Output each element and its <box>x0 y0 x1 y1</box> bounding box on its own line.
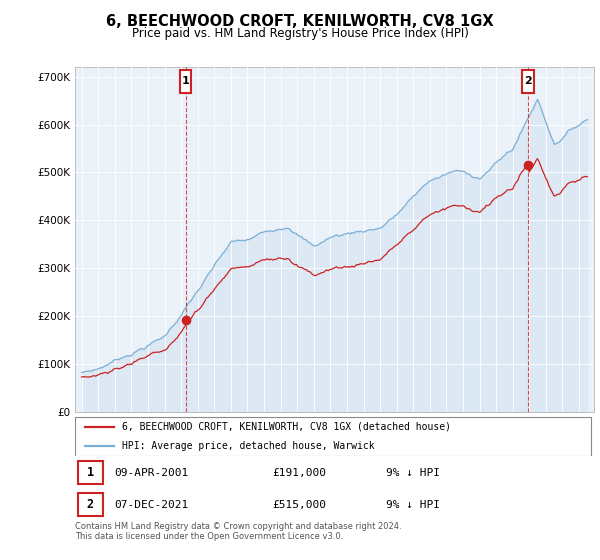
Text: 09-APR-2001: 09-APR-2001 <box>114 468 188 478</box>
Text: 6, BEECHWOOD CROFT, KENILWORTH, CV8 1GX (detached house): 6, BEECHWOOD CROFT, KENILWORTH, CV8 1GX … <box>122 422 451 432</box>
Text: 2: 2 <box>524 76 532 86</box>
Text: 9% ↓ HPI: 9% ↓ HPI <box>386 500 440 510</box>
Text: 2: 2 <box>86 498 94 511</box>
FancyBboxPatch shape <box>75 417 592 456</box>
Text: £191,000: £191,000 <box>272 468 326 478</box>
Text: 1: 1 <box>182 76 190 86</box>
FancyBboxPatch shape <box>77 461 103 484</box>
Text: 9% ↓ HPI: 9% ↓ HPI <box>386 468 440 478</box>
Text: 1: 1 <box>86 466 94 479</box>
Text: HPI: Average price, detached house, Warwick: HPI: Average price, detached house, Warw… <box>122 441 374 451</box>
Text: £515,000: £515,000 <box>272 500 326 510</box>
Text: 6, BEECHWOOD CROFT, KENILWORTH, CV8 1GX: 6, BEECHWOOD CROFT, KENILWORTH, CV8 1GX <box>106 14 494 29</box>
FancyBboxPatch shape <box>522 69 534 92</box>
FancyBboxPatch shape <box>77 493 103 516</box>
FancyBboxPatch shape <box>180 69 191 92</box>
Text: Contains HM Land Registry data © Crown copyright and database right 2024.
This d: Contains HM Land Registry data © Crown c… <box>75 522 401 542</box>
Text: Price paid vs. HM Land Registry's House Price Index (HPI): Price paid vs. HM Land Registry's House … <box>131 27 469 40</box>
Text: 07-DEC-2021: 07-DEC-2021 <box>114 500 188 510</box>
